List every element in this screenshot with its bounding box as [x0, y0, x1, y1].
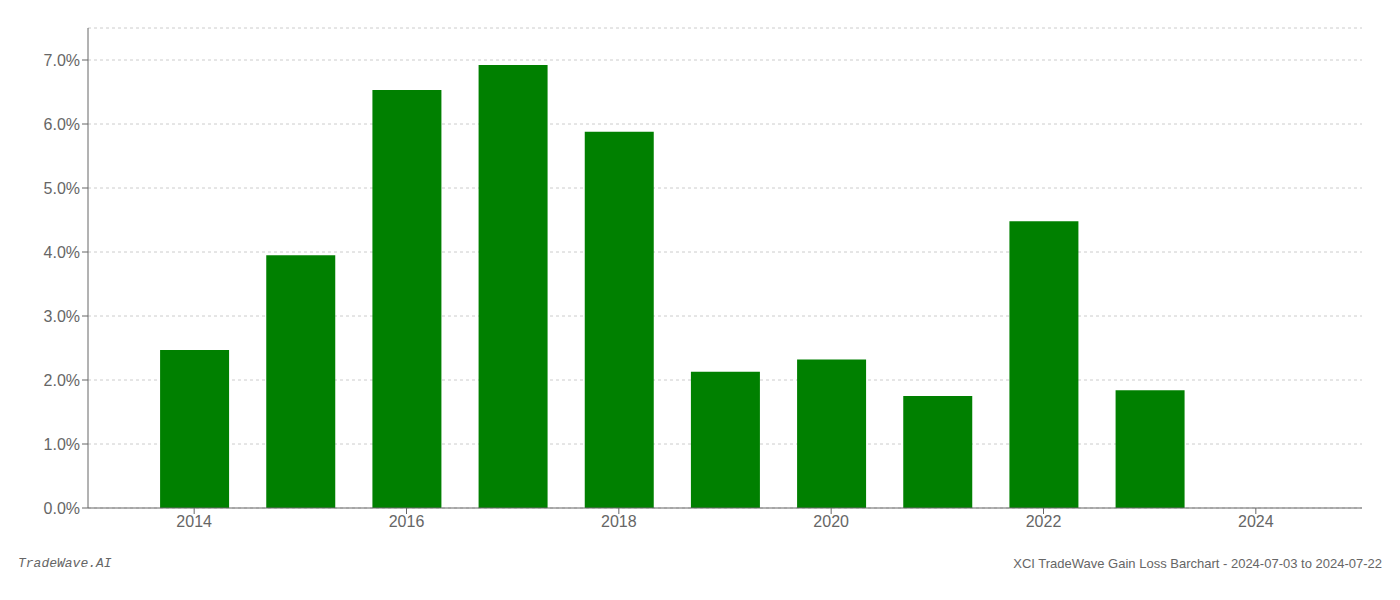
svg-text:1.0%: 1.0%: [44, 436, 80, 453]
svg-text:5.0%: 5.0%: [44, 180, 80, 197]
svg-text:2020: 2020: [813, 513, 849, 530]
svg-text:4.0%: 4.0%: [44, 244, 80, 261]
svg-text:2018: 2018: [601, 513, 637, 530]
svg-text:0.0%: 0.0%: [44, 500, 80, 517]
svg-text:6.0%: 6.0%: [44, 116, 80, 133]
html-text:TradeWave.AI: TradeWave.AI: [18, 556, 112, 571]
svg-text:2014: 2014: [176, 513, 212, 530]
svg-text:2022: 2022: [1026, 513, 1062, 530]
svg-text:2024: 2024: [1238, 513, 1274, 530]
svg-text:3.0%: 3.0%: [44, 308, 80, 325]
html-text:XCI TradeWave Gain Loss Barcha: XCI TradeWave Gain Loss Barchart - 2024-…: [1013, 556, 1382, 571]
svg-text:2016: 2016: [389, 513, 425, 530]
svg-text:2.0%: 2.0%: [44, 372, 80, 389]
svg-text:7.0%: 7.0%: [44, 52, 80, 69]
